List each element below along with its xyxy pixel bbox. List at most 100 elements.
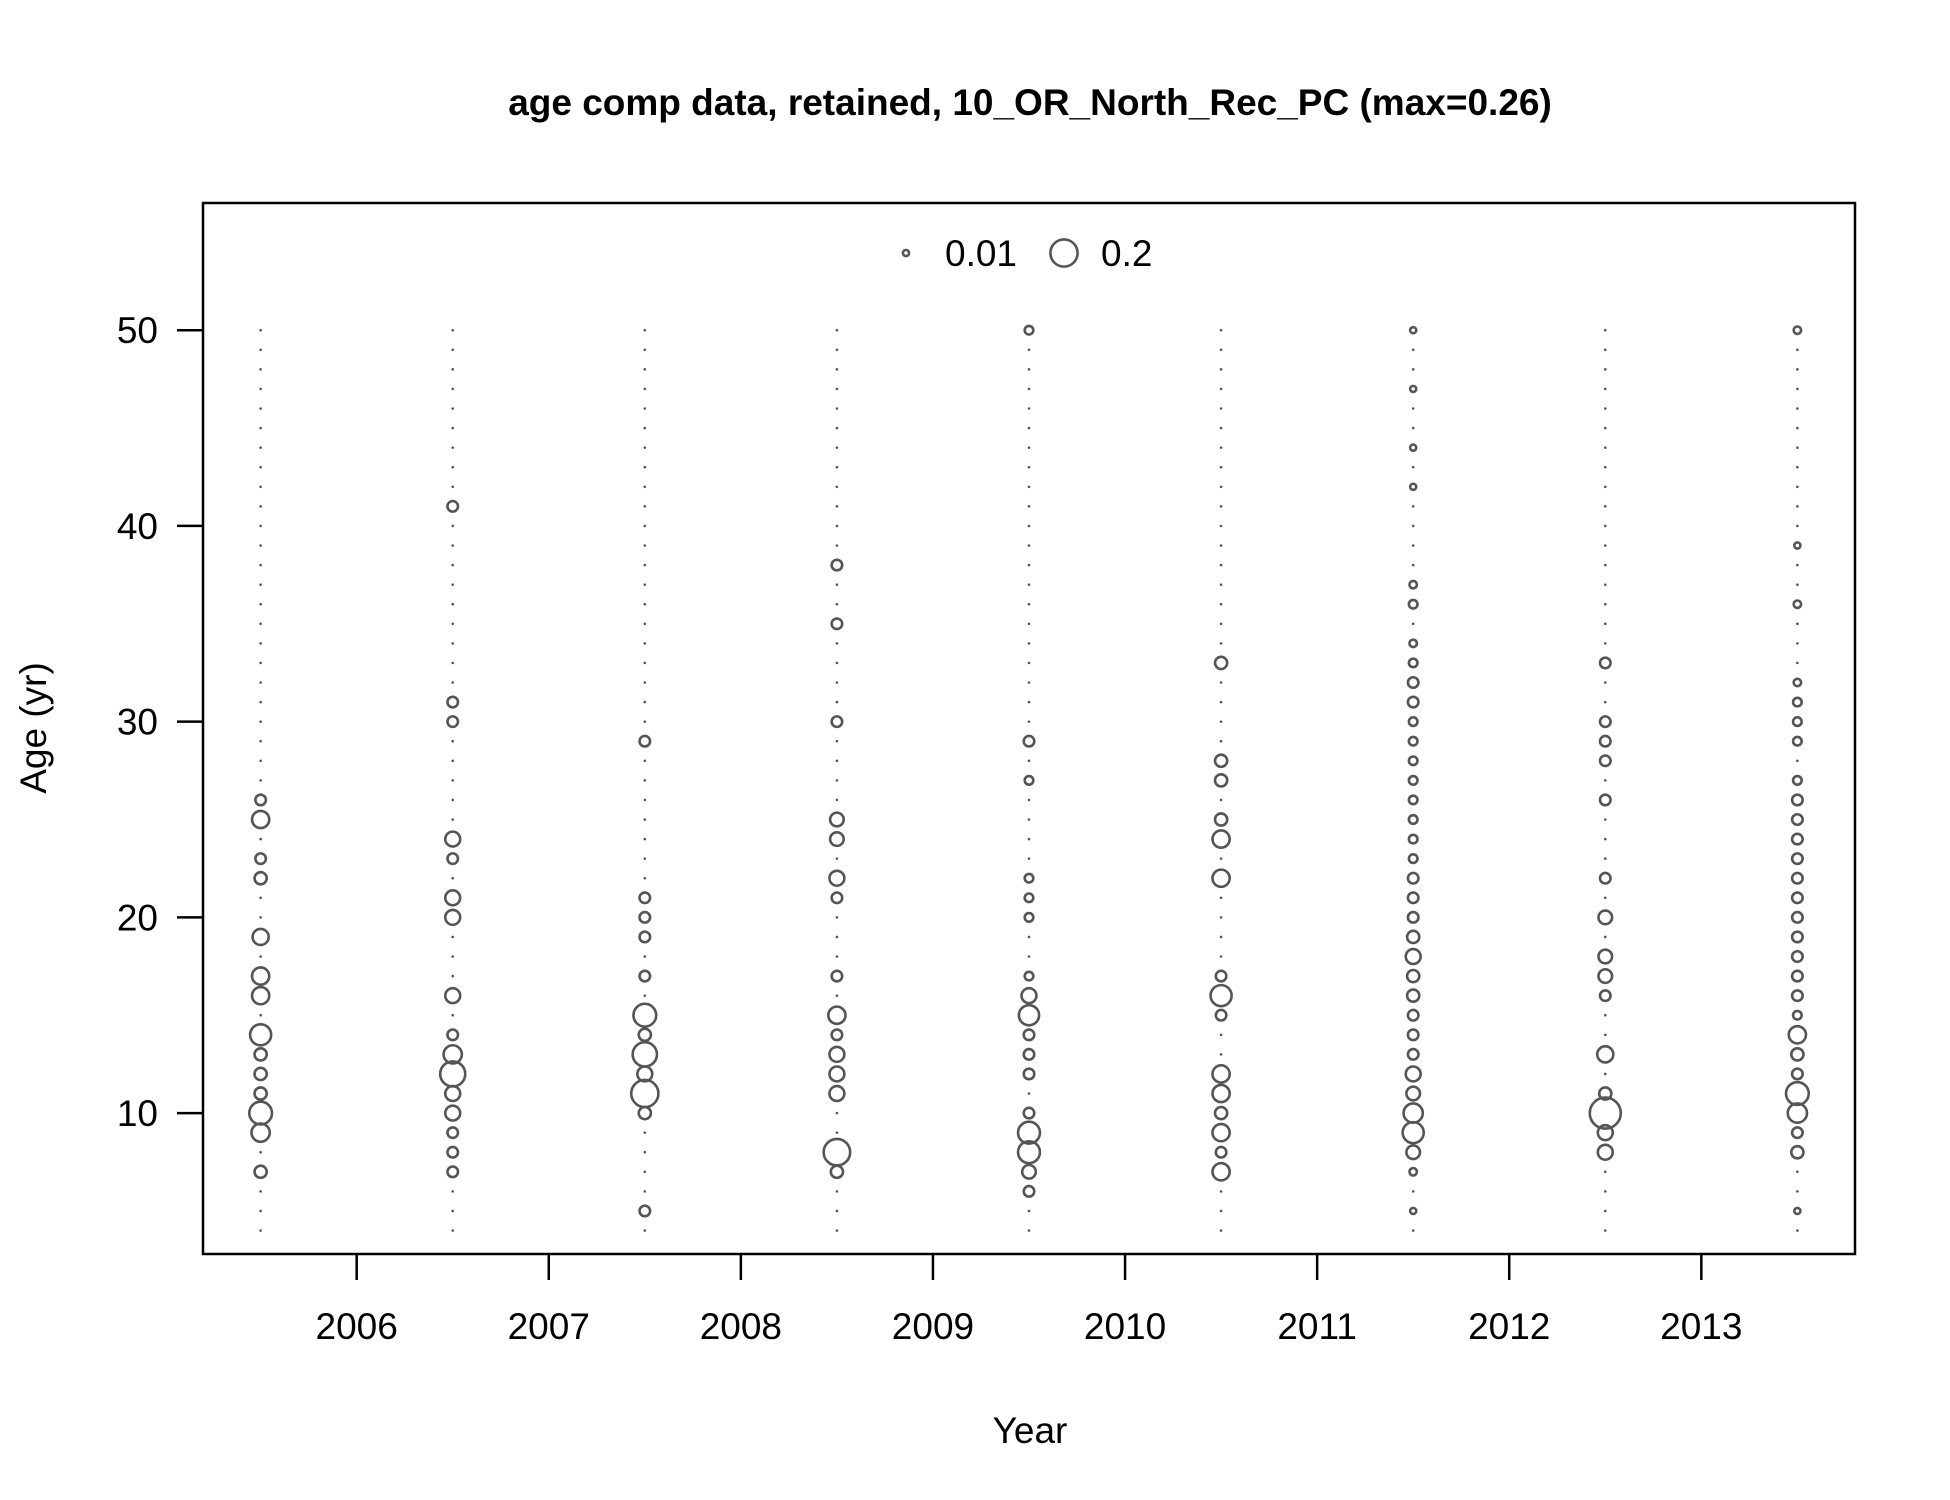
zero-point bbox=[835, 1229, 839, 1232]
data-bubble bbox=[1406, 695, 1420, 709]
data-bubble bbox=[1406, 891, 1420, 905]
zero-point bbox=[1796, 563, 1799, 567]
data-bubble bbox=[1022, 1067, 1036, 1081]
data-bubble bbox=[443, 986, 462, 1005]
y-tick-label: 40 bbox=[117, 506, 158, 547]
zero-point bbox=[451, 348, 455, 352]
zero-point bbox=[1796, 485, 1799, 489]
zero-point bbox=[835, 387, 839, 391]
data-bubble bbox=[1214, 969, 1228, 983]
zero-point bbox=[835, 642, 839, 645]
zero-point bbox=[835, 681, 839, 684]
zero-point bbox=[451, 622, 455, 626]
data-bubble bbox=[1016, 1139, 1042, 1165]
zero-point bbox=[643, 328, 647, 332]
data-bubble bbox=[253, 1164, 269, 1180]
data-bubble bbox=[828, 830, 846, 848]
zero-point bbox=[259, 1190, 262, 1193]
zero-point bbox=[1603, 426, 1607, 430]
zero-point bbox=[1219, 1229, 1223, 1232]
data-bubble bbox=[1790, 832, 1804, 846]
data-bubble bbox=[1407, 853, 1419, 865]
data-bubble bbox=[638, 1204, 652, 1218]
zero-point bbox=[1796, 505, 1799, 508]
data-bubble bbox=[446, 852, 460, 866]
zero-point bbox=[1603, 602, 1607, 606]
data-bubble bbox=[1017, 1003, 1041, 1027]
zero-point bbox=[451, 1013, 455, 1017]
zero-point bbox=[835, 407, 839, 410]
data-bubble bbox=[1211, 1122, 1231, 1143]
data-bubble bbox=[253, 1046, 269, 1062]
data-bubble bbox=[1022, 1184, 1036, 1198]
zero-point bbox=[451, 544, 455, 547]
zero-point bbox=[1027, 622, 1031, 626]
zero-point bbox=[1219, 739, 1223, 743]
zero-point bbox=[451, 759, 455, 763]
data-bubble bbox=[1793, 541, 1802, 550]
zero-point bbox=[451, 955, 455, 958]
data-bubble bbox=[1214, 1008, 1228, 1022]
zero-point bbox=[1796, 407, 1799, 410]
zero-point bbox=[835, 1190, 839, 1193]
zero-point bbox=[1219, 935, 1223, 939]
zero-point bbox=[643, 348, 647, 352]
data-bubble bbox=[1023, 911, 1035, 923]
zero-point bbox=[1411, 348, 1415, 352]
data-bubble bbox=[638, 891, 652, 905]
zero-point bbox=[1219, 681, 1223, 684]
data-bubble bbox=[443, 1084, 462, 1103]
zero-point bbox=[1411, 563, 1415, 567]
data-bubble bbox=[828, 1065, 846, 1083]
data-bubble bbox=[1408, 1166, 1419, 1177]
zero-point bbox=[451, 387, 455, 391]
data-bubble bbox=[1588, 1096, 1623, 1130]
zero-point bbox=[1219, 465, 1223, 469]
zero-point bbox=[1796, 1229, 1799, 1232]
zero-point bbox=[1603, 563, 1607, 567]
zero-point bbox=[451, 328, 455, 332]
zero-point bbox=[1027, 759, 1031, 763]
data-bubble bbox=[446, 499, 460, 513]
data-bubble bbox=[1408, 482, 1418, 492]
zero-point bbox=[1027, 602, 1031, 606]
zero-point bbox=[1411, 524, 1415, 528]
zero-point bbox=[835, 1209, 839, 1213]
zero-point bbox=[1027, 368, 1031, 371]
zero-point bbox=[259, 700, 262, 704]
zero-point bbox=[1219, 798, 1223, 802]
zero-point bbox=[451, 642, 455, 645]
y-tick-label: 20 bbox=[117, 897, 158, 938]
zero-point bbox=[451, 583, 455, 586]
data-bubble bbox=[830, 558, 844, 572]
zero-point bbox=[1796, 622, 1799, 626]
zero-point bbox=[835, 348, 839, 352]
zero-point bbox=[259, 348, 262, 352]
data-bubble bbox=[1408, 384, 1418, 394]
chart-title: age comp data, retained, 10_OR_North_Rec… bbox=[508, 82, 1552, 123]
data-bubble bbox=[1407, 657, 1419, 669]
zero-point bbox=[1603, 700, 1607, 704]
data-bubble bbox=[1790, 989, 1804, 1003]
data-bubble bbox=[443, 908, 462, 927]
data-bubble bbox=[250, 1122, 272, 1144]
zero-point bbox=[1603, 1033, 1607, 1037]
data-bubble bbox=[638, 734, 652, 748]
zero-point bbox=[1603, 1229, 1607, 1232]
zero-point bbox=[1796, 348, 1799, 352]
data-bubble bbox=[446, 715, 460, 729]
zero-point bbox=[451, 974, 455, 978]
zero-point bbox=[1603, 935, 1607, 939]
data-bubble bbox=[1407, 813, 1419, 826]
data-bubble bbox=[1211, 1064, 1231, 1084]
zero-point bbox=[451, 368, 455, 371]
zero-point bbox=[259, 602, 262, 606]
data-bubble bbox=[638, 969, 652, 983]
zero-point bbox=[1411, 426, 1415, 430]
zero-point bbox=[643, 1131, 647, 1134]
zero-point bbox=[1219, 955, 1223, 958]
zero-point bbox=[1603, 446, 1607, 449]
data-bubble bbox=[1406, 675, 1420, 690]
zero-point bbox=[451, 563, 455, 567]
data-bubble bbox=[631, 1040, 659, 1068]
